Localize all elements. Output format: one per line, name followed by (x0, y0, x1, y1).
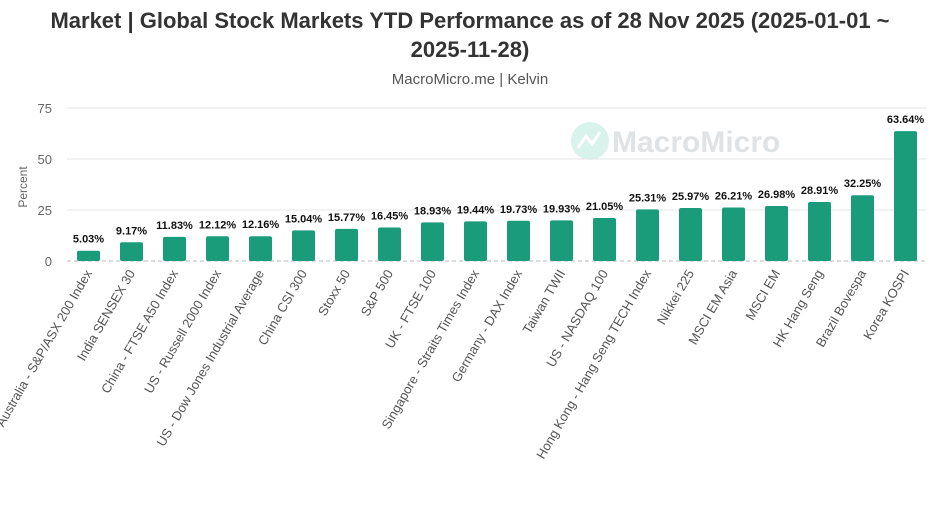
chart-subtitle: MacroMicro.me | Kelvin (391, 71, 549, 88)
watermark: MacroMicro (571, 122, 780, 160)
y-tick-label: 0 (45, 254, 52, 269)
bar[interactable] (636, 209, 659, 261)
bar[interactable] (292, 230, 315, 261)
bar[interactable] (206, 236, 229, 261)
chart-title: Market | Global Stock Markets YTD Perfor… (50, 8, 890, 62)
x-tick-label: Stoxx 50 (315, 267, 353, 318)
y-axis-label: Percent (16, 166, 30, 208)
data-label: 32.25% (844, 178, 882, 190)
y-tick-label: 25 (38, 203, 52, 218)
bar[interactable] (464, 221, 487, 261)
data-label: 18.93% (414, 205, 452, 217)
x-tick-label: S&P 500 (358, 267, 397, 319)
data-label: 11.83% (156, 220, 193, 232)
y-tick-label: 50 (38, 152, 52, 167)
data-label: 5.03% (73, 234, 104, 246)
data-label: 21.05% (586, 201, 624, 213)
data-label: 15.04% (285, 213, 323, 225)
bar[interactable] (894, 131, 917, 261)
data-label: 12.12% (199, 219, 237, 231)
data-label: 26.21% (715, 191, 753, 203)
data-label: 16.45% (371, 210, 409, 222)
x-tick-label: Nikkei 225 (654, 267, 697, 327)
bar[interactable] (808, 202, 831, 261)
watermark-text: MacroMicro (612, 126, 780, 159)
data-label: 9.17% (116, 225, 147, 237)
bar[interactable] (593, 218, 616, 261)
x-tick-label: Taiwan TWII (519, 267, 568, 336)
data-label: 15.77% (328, 212, 366, 224)
x-tick-label: MSCI EM (742, 267, 783, 323)
data-label: 25.31% (629, 192, 667, 204)
bar[interactable] (120, 242, 143, 261)
bar[interactable] (722, 207, 745, 261)
data-label: 25.97% (672, 191, 710, 203)
data-label: 28.91% (801, 185, 839, 197)
data-label: 63.64% (887, 114, 925, 126)
y-tick-label: 75 (38, 101, 52, 116)
data-label: 19.93% (543, 203, 581, 215)
bar[interactable] (335, 228, 358, 261)
bar[interactable] (507, 220, 530, 261)
x-tick-label: US - Russell 2000 Index (141, 267, 224, 396)
bar[interactable] (163, 236, 186, 261)
data-label: 19.44% (457, 204, 495, 216)
data-label: 12.16% (242, 219, 280, 231)
bar[interactable] (378, 227, 401, 261)
x-tick-label: Korea KOSPI (860, 267, 912, 342)
data-label: 19.73% (500, 204, 538, 216)
bar[interactable] (851, 195, 874, 261)
x-tick-label: China - FTSE A50 Index (98, 267, 181, 396)
bar[interactable] (679, 208, 702, 261)
data-label: 26.98% (758, 189, 796, 201)
bar[interactable] (249, 236, 272, 261)
watermark-chart-icon (576, 131, 602, 149)
bar[interactable] (421, 222, 444, 261)
bar[interactable] (77, 250, 100, 261)
bar[interactable] (765, 205, 788, 261)
bar[interactable] (550, 220, 573, 261)
